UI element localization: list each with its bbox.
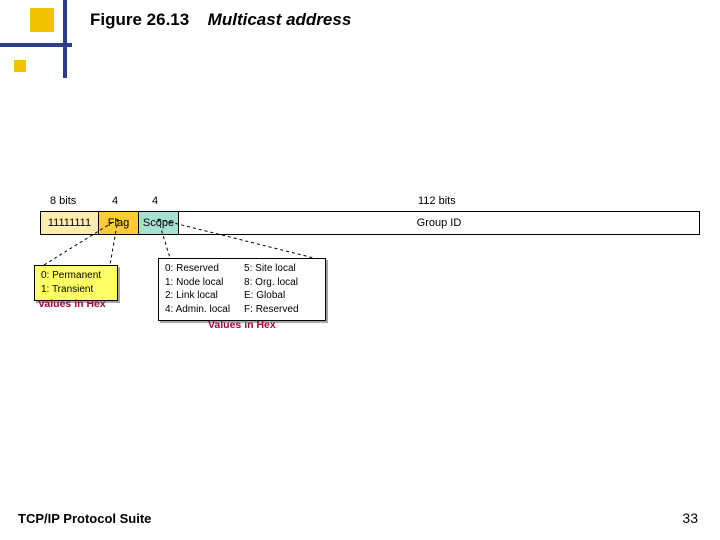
figure-title: Multicast address xyxy=(208,10,352,29)
field-flag: Flag xyxy=(99,212,139,234)
field-scope: Scope xyxy=(139,212,179,234)
flag-value-line: 0: Permanent xyxy=(41,269,111,283)
scope-value-line: F: Reserved xyxy=(244,303,298,317)
scope-value-line: 0: Reserved xyxy=(165,262,230,276)
figure-title-row: Figure 26.13 Multicast address xyxy=(90,10,690,30)
scope-value-line: 4: Admin. local xyxy=(165,303,230,317)
scope-value-line: E: Global xyxy=(244,289,298,303)
scope-value-line: 8: Org. local xyxy=(244,276,298,290)
field-groupid: Group ID xyxy=(179,212,699,234)
bits-prefix-label: 8 bits xyxy=(50,195,76,207)
bit-width-labels: 8 bits 4 4 112 bits xyxy=(40,195,700,211)
slide: Figure 26.13 Multicast address 8 bits 4 … xyxy=(0,0,720,540)
decor-square-small xyxy=(14,60,26,72)
address-fields-row: 11111111FlagScopeGroup ID xyxy=(40,211,700,235)
flag-value-line: 1: Transient xyxy=(41,283,111,297)
footer-page-number: 33 xyxy=(682,510,698,526)
decor-vertical-bar xyxy=(63,0,67,78)
bits-groupid-label: 112 bits xyxy=(418,195,456,207)
footer-book-title: TCP/IP Protocol Suite xyxy=(18,511,151,526)
multicast-address-diagram: 8 bits 4 4 112 bits 11111111FlagScopeGro… xyxy=(40,195,700,235)
figure-number: Figure 26.13 xyxy=(90,10,189,29)
flag-values-callout: 0: Permanent 1: Transient xyxy=(34,265,118,301)
scope-value-line: 5: Site local xyxy=(244,262,298,276)
bits-scope-label: 4 xyxy=(152,195,158,207)
decor-square-large xyxy=(30,8,54,32)
scope-values-in-hex-label: Values in Hex xyxy=(208,319,276,331)
flag-values-in-hex-label: Values in Hex xyxy=(38,298,106,310)
scope-value-line: 2: Link local xyxy=(165,289,230,303)
field-prefix: 11111111 xyxy=(41,212,99,234)
scope-value-line: 1: Node local xyxy=(165,276,230,290)
decor-horizontal-bar xyxy=(0,43,72,47)
bits-flag-label: 4 xyxy=(112,195,118,207)
scope-values-callout: 0: Reserved 1: Node local 2: Link local … xyxy=(158,258,326,321)
